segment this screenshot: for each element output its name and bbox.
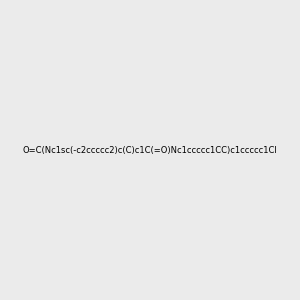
- Text: O=C(Nc1sc(-c2ccccc2)c(C)c1C(=O)Nc1ccccc1CC)c1ccccc1Cl: O=C(Nc1sc(-c2ccccc2)c(C)c1C(=O)Nc1ccccc1…: [22, 146, 278, 154]
